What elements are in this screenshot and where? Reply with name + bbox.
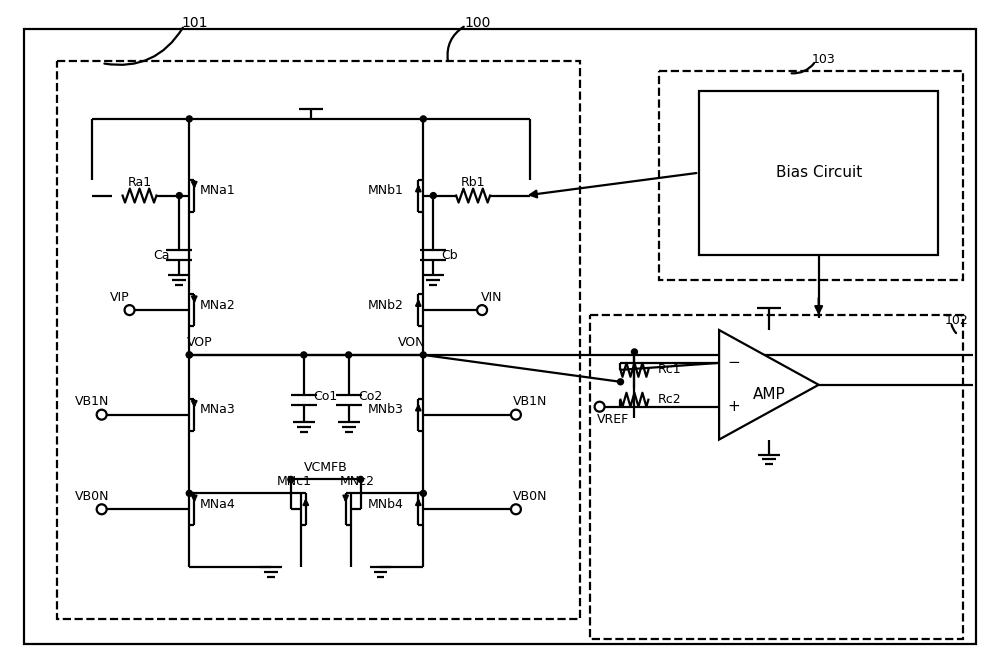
Text: AMP: AMP — [753, 387, 785, 402]
Text: 101: 101 — [181, 16, 208, 30]
Text: VCMFB: VCMFB — [304, 461, 348, 474]
Bar — [699, 91, 938, 255]
Text: Ca: Ca — [153, 249, 170, 262]
Circle shape — [430, 192, 436, 198]
Text: Bias Circuit: Bias Circuit — [776, 165, 862, 180]
Circle shape — [420, 116, 426, 122]
Text: Rb1: Rb1 — [461, 176, 485, 189]
Text: VB0N: VB0N — [74, 490, 109, 502]
Text: 103: 103 — [812, 53, 836, 66]
Circle shape — [186, 490, 192, 496]
Circle shape — [125, 305, 135, 315]
Circle shape — [595, 402, 605, 411]
Text: −: − — [728, 355, 740, 371]
Circle shape — [511, 505, 521, 515]
Text: MNc1: MNc1 — [276, 475, 311, 488]
Text: 102: 102 — [944, 314, 968, 326]
Circle shape — [631, 349, 637, 355]
Text: MNb3: MNb3 — [368, 403, 403, 416]
Text: Co2: Co2 — [358, 390, 383, 403]
Text: VB0N: VB0N — [513, 490, 547, 502]
Circle shape — [301, 352, 307, 358]
Text: VB1N: VB1N — [75, 395, 109, 408]
Circle shape — [186, 352, 192, 358]
Bar — [57, 61, 580, 619]
Text: MNb2: MNb2 — [368, 299, 403, 312]
Text: VIN: VIN — [481, 291, 503, 304]
Text: VON: VON — [398, 336, 425, 350]
Circle shape — [420, 490, 426, 496]
Circle shape — [97, 409, 107, 419]
Bar — [659, 71, 963, 280]
Circle shape — [186, 352, 192, 358]
Polygon shape — [719, 330, 819, 440]
Circle shape — [186, 116, 192, 122]
Text: MNc2: MNc2 — [340, 475, 375, 488]
Text: VREF: VREF — [597, 413, 630, 426]
Text: MNb1: MNb1 — [368, 184, 403, 197]
Circle shape — [97, 505, 107, 515]
Text: Cb: Cb — [441, 249, 458, 262]
Text: MNb4: MNb4 — [368, 498, 403, 511]
Circle shape — [358, 476, 364, 482]
Circle shape — [346, 352, 352, 358]
Text: +: + — [728, 399, 740, 414]
Text: Co1: Co1 — [314, 390, 338, 403]
Text: 100: 100 — [465, 16, 491, 30]
Text: Rc2: Rc2 — [657, 393, 681, 406]
Text: MNa2: MNa2 — [199, 299, 235, 312]
Circle shape — [511, 409, 521, 419]
Circle shape — [477, 305, 487, 315]
Circle shape — [288, 476, 294, 482]
Bar — [590, 315, 963, 639]
Text: MNa1: MNa1 — [199, 184, 235, 197]
Text: VOP: VOP — [186, 336, 212, 350]
Text: Ra1: Ra1 — [127, 176, 152, 189]
Circle shape — [618, 379, 623, 385]
Text: MNa4: MNa4 — [199, 498, 235, 511]
Text: Rc1: Rc1 — [657, 363, 681, 377]
Text: VIP: VIP — [110, 291, 129, 304]
Text: VB1N: VB1N — [513, 395, 547, 408]
Text: MNa3: MNa3 — [199, 403, 235, 416]
Circle shape — [420, 352, 426, 358]
Circle shape — [176, 192, 182, 198]
